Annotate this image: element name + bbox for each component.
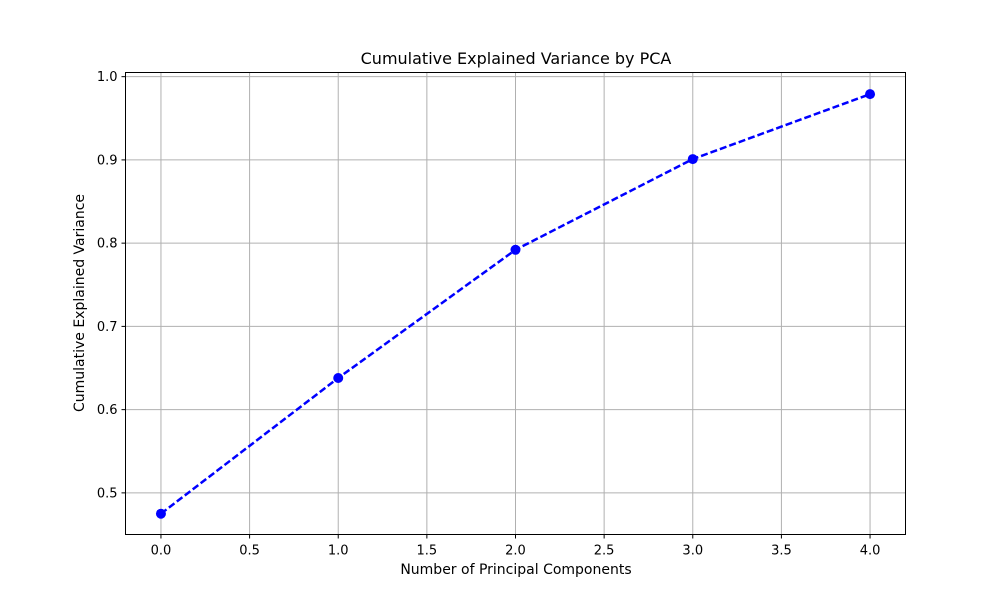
x-tick-label: 3.5 (771, 544, 792, 559)
data-point (510, 244, 521, 255)
x-axis-ticks: 0.0 0.5 1.0 1.5 2.0 2.5 3.0 3.5 4.0 (151, 534, 881, 559)
y-tick-label: 1.0 (97, 70, 118, 85)
x-tick-label: 0.5 (239, 544, 260, 559)
x-tick-label: 4.0 (860, 544, 881, 559)
data-point (333, 373, 344, 384)
x-tick-label: 2.5 (594, 544, 615, 559)
data-point (155, 508, 166, 519)
y-axis-ticks: 0.5 0.6 0.7 0.8 0.9 1.0 (97, 70, 126, 501)
x-gridlines (160, 72, 871, 535)
y-tick-label: 0.7 (97, 320, 118, 335)
data-point (865, 89, 876, 100)
y-tick-label: 0.6 (97, 403, 118, 418)
y-gridlines (125, 76, 906, 494)
data-point (687, 154, 698, 165)
x-tick-label: 1.0 (328, 544, 349, 559)
series-markers (155, 89, 876, 519)
y-tick-label: 0.5 (97, 486, 118, 501)
y-tick-label: 0.9 (97, 153, 118, 168)
x-tick-label: 3.0 (682, 544, 703, 559)
chart-title: Cumulative Explained Variance by PCA (361, 49, 672, 68)
y-axis-label: Cumulative Explained Variance (72, 194, 88, 412)
x-axis-label: Number of Principal Components (400, 562, 631, 578)
y-tick-label: 0.8 (97, 237, 118, 252)
x-tick-label: 0.0 (151, 544, 172, 559)
x-tick-label: 1.5 (417, 544, 438, 559)
x-tick-label: 2.0 (505, 544, 526, 559)
